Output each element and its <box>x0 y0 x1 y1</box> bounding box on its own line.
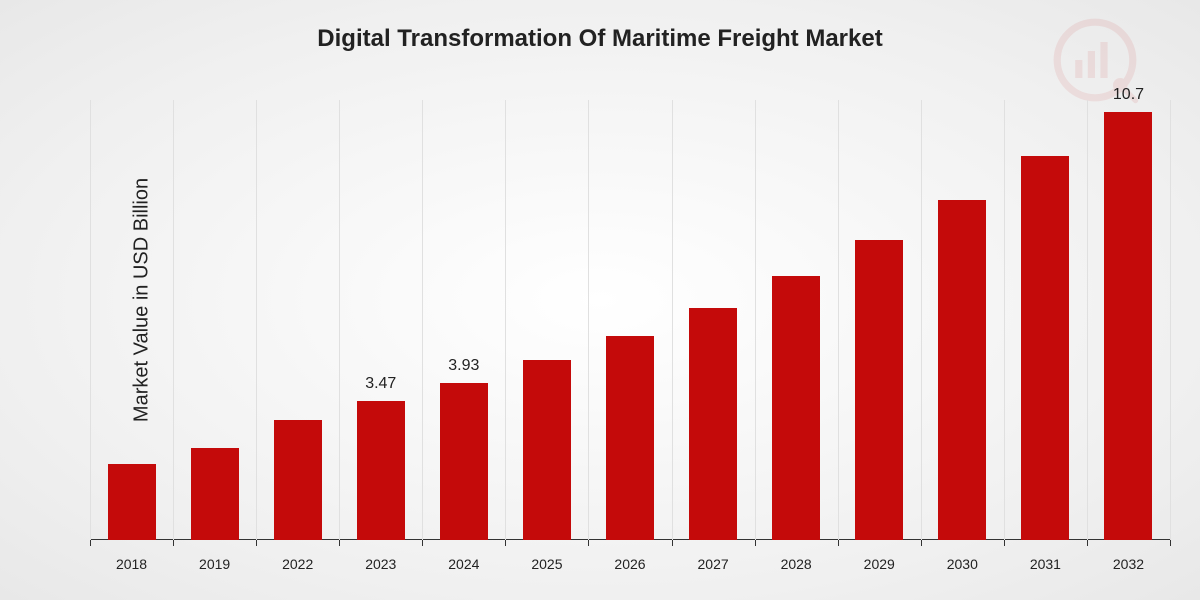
bar-group <box>588 100 671 540</box>
x-axis-label: 2025 <box>505 556 588 572</box>
x-axis-label: 2029 <box>838 556 921 572</box>
tick <box>422 540 423 546</box>
tick <box>921 540 922 546</box>
x-axis-label: 2031 <box>1004 556 1087 572</box>
bar-group <box>505 100 588 540</box>
bar <box>689 308 737 540</box>
bar-group: 10.7 <box>1087 100 1170 540</box>
x-axis-label: 2027 <box>672 556 755 572</box>
x-axis-labels: 2018201920222023202420252026202720282029… <box>90 556 1170 572</box>
x-axis-label: 2023 <box>339 556 422 572</box>
bar-value-label: 3.47 <box>365 375 396 393</box>
bar <box>855 240 903 540</box>
bar <box>606 336 654 540</box>
bar-group <box>755 100 838 540</box>
bar-group <box>672 100 755 540</box>
tick <box>339 540 340 546</box>
bar <box>1021 156 1069 540</box>
bar-group <box>90 100 173 540</box>
x-axis-label: 2028 <box>755 556 838 572</box>
x-axis-label: 2024 <box>422 556 505 572</box>
bar <box>938 200 986 540</box>
bar <box>108 464 156 540</box>
bar <box>772 276 820 540</box>
tick <box>505 540 506 546</box>
x-axis-label: 2019 <box>173 556 256 572</box>
tick <box>1087 540 1088 546</box>
tick <box>90 540 91 546</box>
tick <box>1170 540 1171 546</box>
bars-container: 3.47 3.93 10.7 <box>90 100 1170 540</box>
plot-area: 3.47 3.93 10.7 <box>90 100 1170 540</box>
bar <box>191 448 239 540</box>
bar-group <box>1004 100 1087 540</box>
x-axis-label: 2032 <box>1087 556 1170 572</box>
x-axis-label: 2018 <box>90 556 173 572</box>
bar <box>440 383 488 540</box>
bar-value-label: 10.7 <box>1113 86 1144 104</box>
bar-group: 3.47 <box>339 100 422 540</box>
gridline <box>1170 100 1171 540</box>
bar <box>274 420 322 540</box>
x-axis-label: 2026 <box>588 556 671 572</box>
bar <box>357 401 405 540</box>
chart-title: Digital Transformation Of Maritime Freig… <box>317 25 882 53</box>
tick <box>838 540 839 546</box>
tick <box>672 540 673 546</box>
chart-container: Digital Transformation Of Maritime Freig… <box>0 0 1200 600</box>
x-axis-label: 2022 <box>256 556 339 572</box>
bar-group <box>256 100 339 540</box>
bar-group <box>838 100 921 540</box>
bar-group <box>173 100 256 540</box>
bar-group <box>921 100 1004 540</box>
tick <box>755 540 756 546</box>
tick <box>588 540 589 546</box>
x-axis-label: 2030 <box>921 556 1004 572</box>
bar-value-label: 3.93 <box>448 357 479 375</box>
tick <box>173 540 174 546</box>
bar <box>1104 112 1152 540</box>
tick <box>1004 540 1005 546</box>
tick <box>256 540 257 546</box>
bar-group: 3.93 <box>422 100 505 540</box>
bar <box>523 360 571 540</box>
